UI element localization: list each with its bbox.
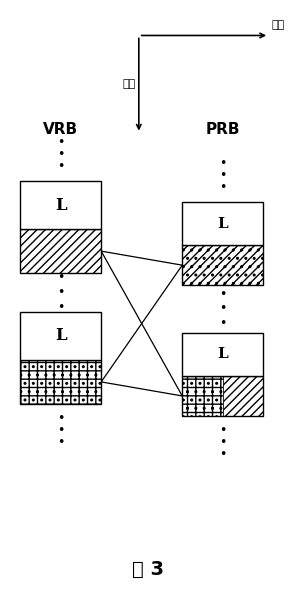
- Text: L: L: [217, 217, 228, 230]
- Bar: [182, 376, 223, 416]
- Text: •: •: [219, 181, 227, 194]
- Text: •: •: [57, 436, 64, 449]
- Text: •: •: [219, 424, 227, 437]
- Text: VRB: VRB: [43, 122, 78, 137]
- Text: •: •: [219, 287, 227, 301]
- Text: L: L: [55, 197, 66, 214]
- Bar: [20, 312, 101, 360]
- Text: 时间: 时间: [272, 20, 285, 29]
- Bar: [182, 245, 263, 285]
- Text: •: •: [57, 286, 64, 299]
- Bar: [182, 202, 263, 245]
- Bar: [182, 376, 263, 416]
- Text: 频率: 频率: [123, 80, 136, 89]
- Text: •: •: [219, 448, 227, 461]
- Text: •: •: [57, 412, 64, 425]
- Text: •: •: [57, 160, 64, 173]
- Bar: [20, 229, 101, 273]
- Text: •: •: [219, 317, 227, 330]
- Text: PRB: PRB: [206, 122, 240, 137]
- Text: •: •: [57, 271, 64, 284]
- Text: 图 3: 图 3: [132, 560, 163, 580]
- Text: L: L: [55, 328, 66, 344]
- Text: •: •: [219, 169, 227, 182]
- Text: •: •: [219, 436, 227, 449]
- Text: •: •: [219, 157, 227, 170]
- Bar: [223, 376, 263, 416]
- Bar: [20, 360, 101, 404]
- Text: L: L: [217, 347, 228, 361]
- Text: •: •: [57, 424, 64, 437]
- Text: •: •: [219, 302, 227, 316]
- Bar: [182, 332, 263, 376]
- Bar: [20, 181, 101, 229]
- Text: •: •: [57, 136, 64, 149]
- Text: •: •: [57, 301, 64, 314]
- Text: •: •: [57, 148, 64, 161]
